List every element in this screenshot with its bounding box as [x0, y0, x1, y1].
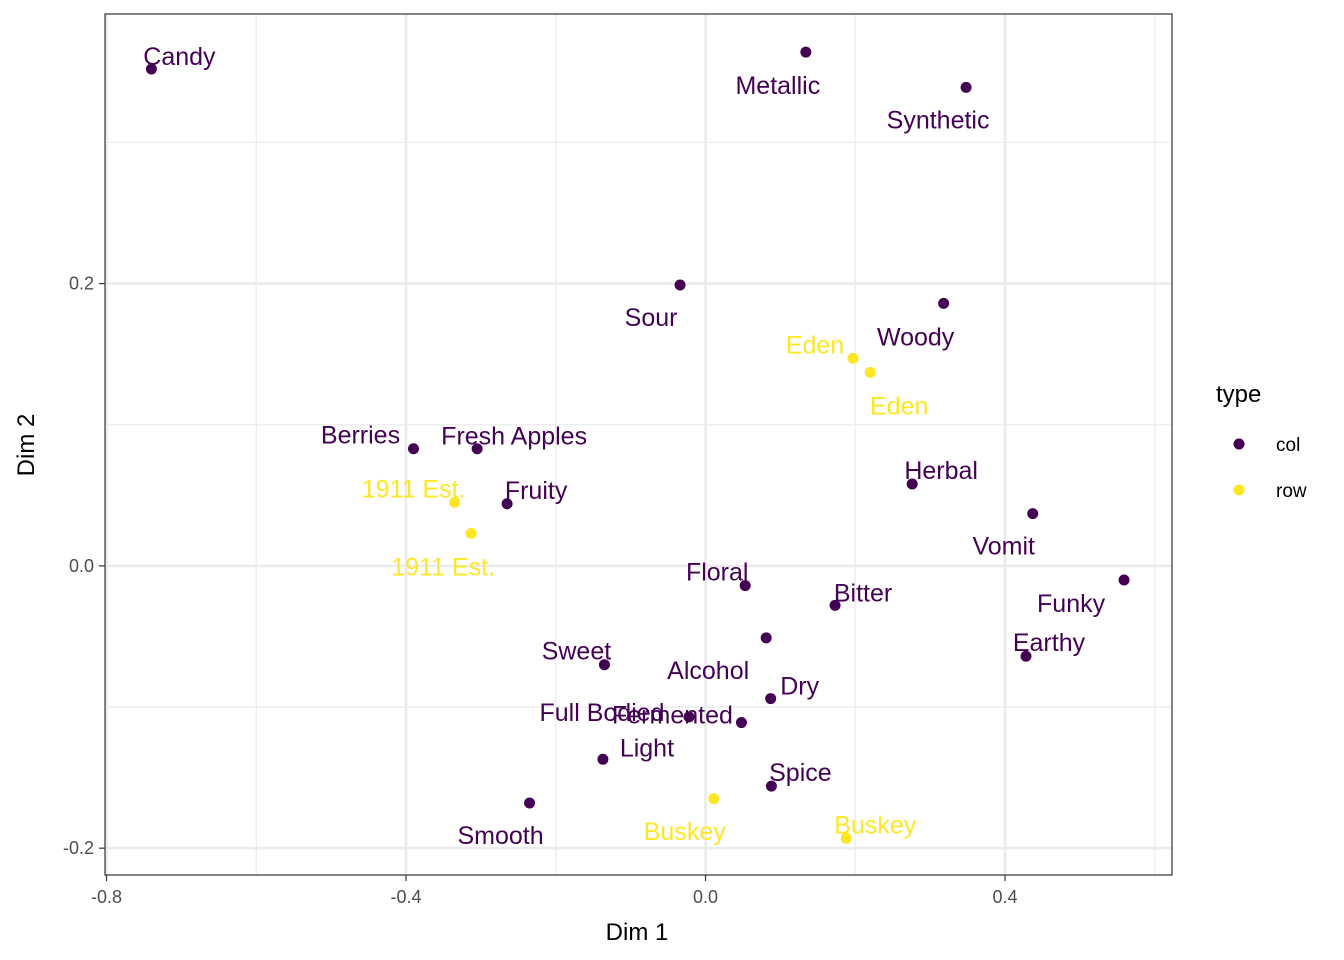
- col-point: [674, 279, 686, 291]
- col-point: [598, 659, 610, 671]
- col-point-label: Earthy: [1013, 629, 1086, 657]
- legend-label-col: col: [1276, 435, 1300, 456]
- col-point-label: Floral: [686, 559, 749, 587]
- col-point: [501, 498, 513, 510]
- x-tick-label: 0.0: [693, 887, 718, 907]
- legend-key-row: [1233, 484, 1245, 496]
- col-point-label: Synthetic: [887, 106, 990, 134]
- col-point-label: Candy: [143, 43, 216, 71]
- row-point: [449, 496, 461, 508]
- col-point-label: Bitter: [834, 579, 892, 607]
- col-point-label: Metallic: [735, 72, 820, 100]
- row-point-label: Buskey: [834, 811, 916, 839]
- col-point: [938, 297, 950, 309]
- row-point: [864, 367, 876, 379]
- col-point-label: Herbal: [904, 457, 978, 485]
- col-point: [760, 632, 772, 644]
- col-point: [683, 711, 695, 723]
- x-tick-label: 0.4: [993, 887, 1018, 907]
- col-point-label: Fruity: [505, 477, 568, 505]
- row-point-label: Eden: [786, 331, 844, 359]
- col-point: [829, 599, 841, 611]
- row-point: [840, 832, 852, 844]
- col-point: [145, 63, 157, 75]
- point-labels: Candy Metallic Synthetic Sour Woody Berries Fr…: [143, 43, 1105, 850]
- col-point-label: Berries: [321, 422, 400, 450]
- col-point-label: Spice: [769, 759, 832, 787]
- col-point: [800, 46, 812, 58]
- row-point: [465, 527, 477, 539]
- plot-panel-border: [104, 13, 1173, 876]
- col-point: [1118, 574, 1130, 586]
- col-point: [739, 580, 751, 592]
- x-tick-label: -0.8: [91, 887, 122, 907]
- y-axis-title: Dim 2: [13, 414, 40, 477]
- col-point: [471, 443, 483, 455]
- legend-label-row: row: [1276, 481, 1307, 502]
- x-tick-label: -0.4: [390, 887, 421, 907]
- col-point: [960, 81, 972, 93]
- row-point-label: 1911 Est.: [362, 475, 466, 503]
- legend-key-col: [1233, 438, 1245, 450]
- legend: type col row: [1216, 381, 1307, 502]
- col-point-label: Sour: [625, 304, 678, 332]
- y-tick-label: -0.2: [63, 838, 94, 858]
- legend-entries: col row: [1233, 435, 1307, 502]
- grid-lines: [105, 14, 1172, 875]
- col-point: [524, 797, 536, 809]
- axes: -0.8 -0.4 0.0 0.4 -0.2 0.0 0.2: [63, 274, 1018, 907]
- col-point-label: Fermented: [612, 702, 733, 730]
- col-point: [1020, 650, 1032, 662]
- row-point: [708, 793, 720, 805]
- col-point: [765, 780, 777, 792]
- y-tick-label: 0.0: [69, 556, 94, 576]
- col-point: [735, 717, 747, 729]
- col-point: [1027, 508, 1039, 520]
- row-point-label: Buskey: [644, 818, 726, 846]
- row-point-label: 1911 Est.: [391, 553, 495, 581]
- col-point-label: Dry: [780, 673, 819, 701]
- col-point-label: Full Bodied: [540, 699, 665, 727]
- legend-title: type: [1216, 381, 1261, 408]
- col-point-label: Light: [620, 734, 674, 762]
- row-point: [847, 352, 859, 364]
- col-point-label: Alcohol: [667, 657, 749, 685]
- col-point-label: Woody: [877, 323, 955, 351]
- x-axis-title: Dim 1: [606, 919, 669, 946]
- row-point-label: Eden: [870, 393, 928, 421]
- col-point: [765, 693, 777, 705]
- col-point: [597, 753, 609, 765]
- col-point-label: Sweet: [542, 638, 612, 666]
- col-point-label: Funky: [1037, 590, 1106, 618]
- y-tick-label: 0.2: [69, 274, 94, 294]
- col-point-label: Fresh Apples: [441, 423, 587, 451]
- col-point-label: Vomit: [972, 533, 1035, 561]
- col-point: [407, 443, 419, 455]
- col-point: [906, 478, 918, 490]
- col-point-label: Smooth: [457, 822, 543, 850]
- data-points: [145, 46, 1130, 844]
